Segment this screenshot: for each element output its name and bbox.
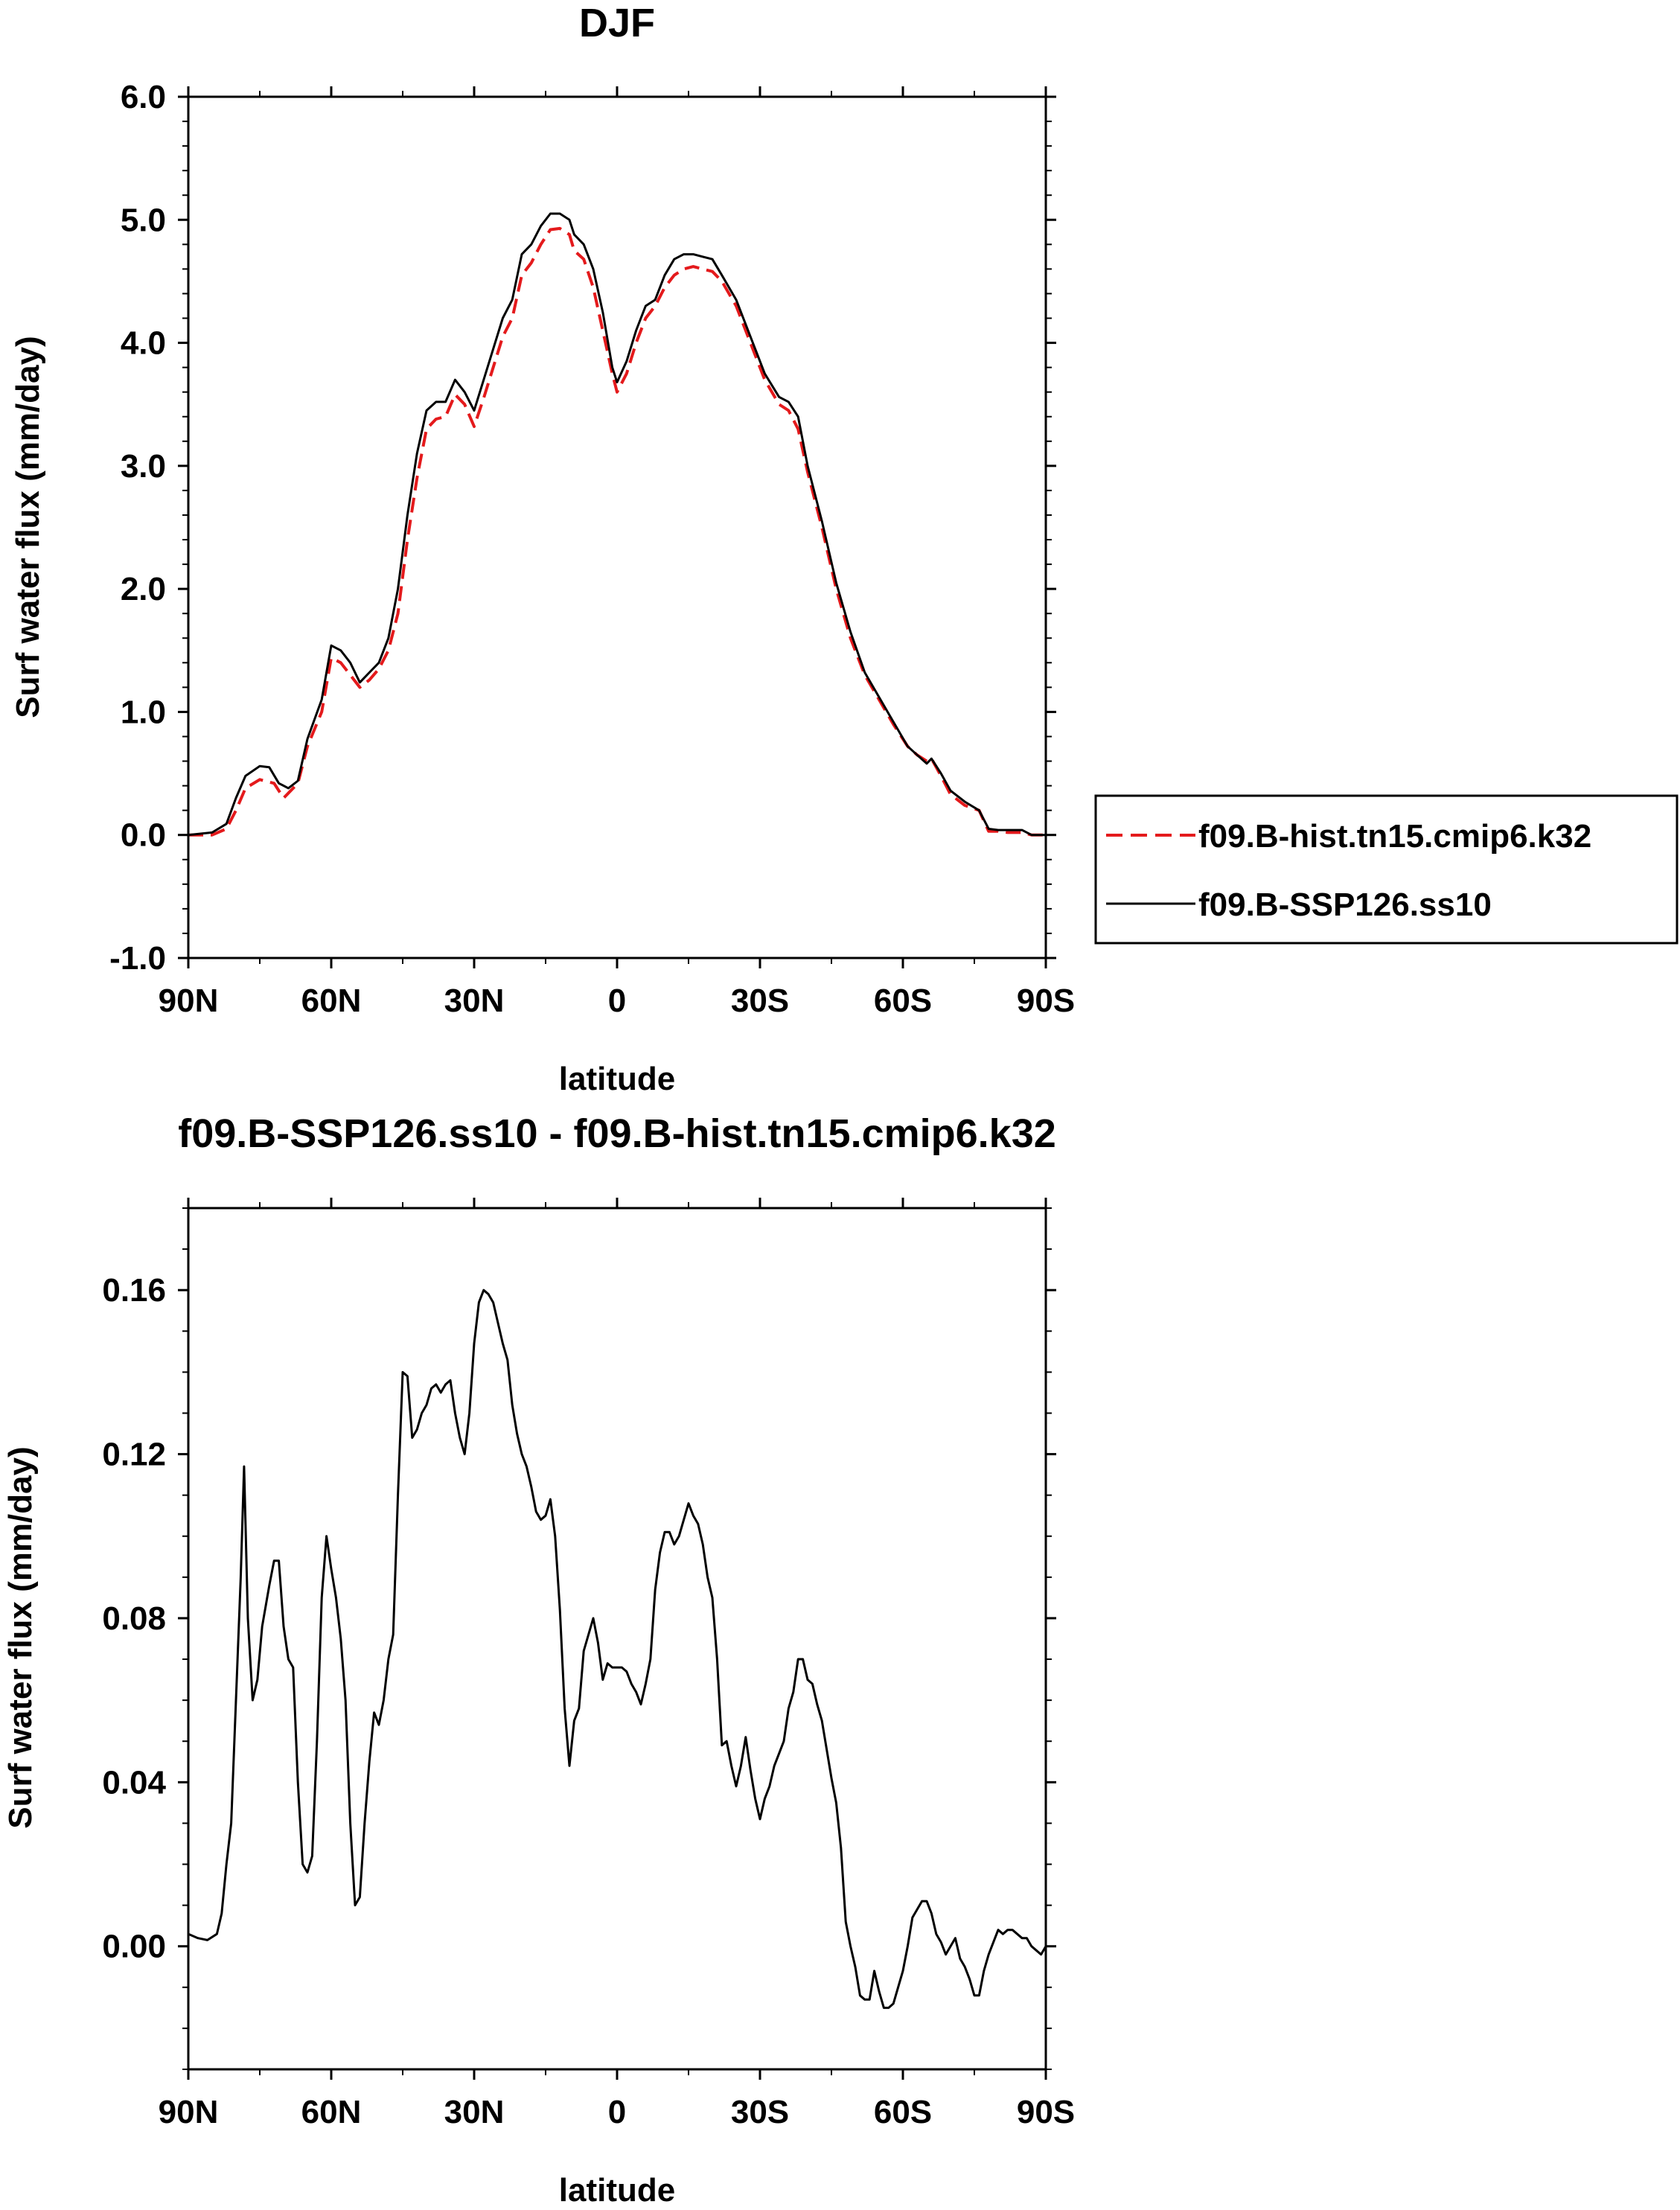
x-tick-label: 30N	[444, 983, 505, 1019]
x-tick-label: 90N	[159, 983, 219, 1019]
legend: f09.B-hist.tn15.cmip6.k32 f09.B-SSP126.s…	[1094, 794, 1679, 945]
y-tick-label: -1.0	[109, 940, 166, 977]
x-tick-label: 60S	[874, 983, 932, 1019]
x-tick-label: 30N	[444, 2094, 505, 2130]
top-chart-title: DJF	[579, 1, 655, 45]
y-tick-label: 0.08	[102, 1600, 166, 1637]
top-chart-frame	[187, 95, 1047, 959]
top-chart-xlabel: latitude	[559, 1061, 675, 1097]
x-tick-label: 30S	[731, 2094, 789, 2130]
series-line-f09-b-ssp126-ss10	[188, 212, 1046, 837]
x-tick-label: 60N	[301, 983, 362, 1019]
top-chart: DJF -1.0 0.0 1.0 2.0 3.0 4.0 5.0 6.0 90N 60N 30N 0 3…	[10, 1, 1679, 1097]
bottom-chart: f09.B-SSP126.ss10 - f09.B-hist.tn15.cmip…	[2, 1111, 1075, 2209]
y-tick-label: 0.16	[102, 1272, 166, 1309]
y-tick-label: 3.0	[121, 448, 166, 485]
y-tick-label: 0.00	[102, 1929, 166, 1965]
top-chart-series	[188, 212, 1046, 837]
legend-label-hist: f09.B-hist.tn15.cmip6.k32	[1198, 818, 1591, 855]
y-tick-label: 0.04	[102, 1764, 166, 1801]
top-chart-ylabel: Surf water flux (mm/day)	[10, 336, 46, 718]
y-tick-label: 2.0	[121, 571, 166, 607]
bottom-chart-frame	[187, 1207, 1047, 2071]
bottom-chart-ticks: 0.00 0.04 0.08 0.12 0.16 90N 60N 30N 0 30S 60S 90S	[102, 1198, 1075, 2130]
bottom-chart-title: f09.B-SSP126.ss10 - f09.B-hist.tn15.cmip…	[178, 1111, 1056, 1156]
x-tick-label: 90S	[1017, 2094, 1075, 2130]
x-tick-label: 90S	[1017, 983, 1075, 1019]
legend-box	[1094, 794, 1679, 945]
x-tick-label: 0	[608, 983, 626, 1019]
y-tick-label: 0.0	[121, 817, 166, 854]
top-chart-ticks: -1.0 0.0 1.0 2.0 3.0 4.0 5.0 6.0 90N 60N 30N 0 30S 60…	[109, 79, 1075, 1019]
bottom-chart-ylabel: Surf water flux (mm/day)	[2, 1446, 39, 1828]
legend-label-ssp: f09.B-SSP126.ss10	[1198, 887, 1492, 923]
y-tick-label: 5.0	[121, 202, 166, 238]
x-tick-label: 30S	[731, 983, 789, 1019]
x-tick-label: 60N	[301, 2094, 362, 2130]
y-tick-label: 4.0	[121, 325, 166, 362]
y-tick-label: 0.12	[102, 1437, 166, 1473]
bottom-chart-xlabel: latitude	[559, 2172, 675, 2209]
series-line-difference	[188, 1288, 1047, 2009]
x-tick-label: 60S	[874, 2094, 932, 2130]
x-tick-label: 0	[608, 2094, 626, 2130]
y-tick-label: 1.0	[121, 694, 166, 730]
y-tick-label: 6.0	[121, 79, 166, 115]
x-tick-label: 90N	[159, 2094, 219, 2130]
bottom-chart-series	[188, 1288, 1047, 2009]
